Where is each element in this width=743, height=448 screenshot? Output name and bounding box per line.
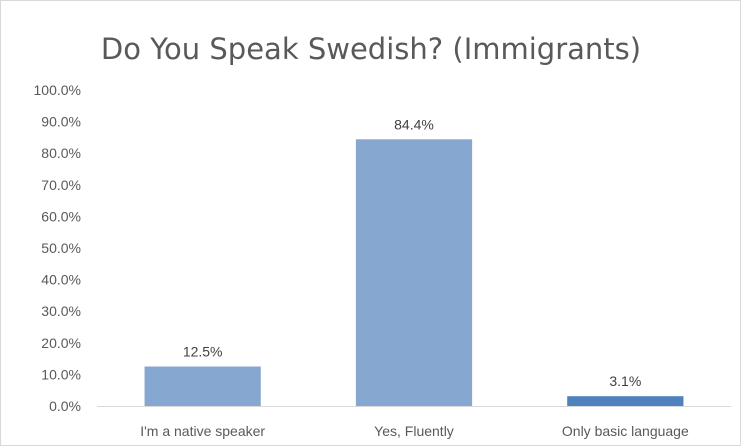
y-tick-label: 90.0% — [41, 114, 81, 130]
y-tick-label: 80.0% — [41, 145, 81, 161]
chart-title: Do You Speak Swedish? (Immigrants) — [101, 32, 641, 66]
y-tick-label: 70.0% — [41, 177, 81, 193]
y-tick-label: 100.0% — [34, 82, 81, 98]
data-label: 84.4% — [394, 116, 434, 132]
data-label: 12.5% — [183, 344, 223, 360]
x-tick-label: I'm a native speaker — [140, 423, 265, 439]
y-tick-label: 20.0% — [41, 335, 81, 351]
bar — [355, 139, 473, 406]
y-tick-label: 60.0% — [41, 208, 81, 224]
y-axis: 0.0% 10.0% 20.0% 30.0% 40.0% 50.0% 60.0% 70.0% 8… — [34, 82, 81, 414]
bar — [567, 396, 684, 406]
y-tick-label: 10.0% — [41, 366, 81, 382]
bar — [144, 366, 261, 406]
x-tick-label: Yes, Fluently — [374, 423, 454, 439]
y-tick-label: 0.0% — [49, 398, 81, 414]
x-tick-label: Only basic language — [562, 423, 689, 439]
data-label: 3.1% — [609, 373, 641, 389]
y-tick-label: 40.0% — [41, 272, 81, 288]
x-axis: I'm a native speaker Yes, Fluently Only ba… — [97, 406, 731, 439]
y-tick-label: 30.0% — [41, 303, 81, 319]
bars: 12.5% 84.4% 3.1% — [144, 116, 684, 406]
y-tick-label: 50.0% — [41, 240, 81, 256]
